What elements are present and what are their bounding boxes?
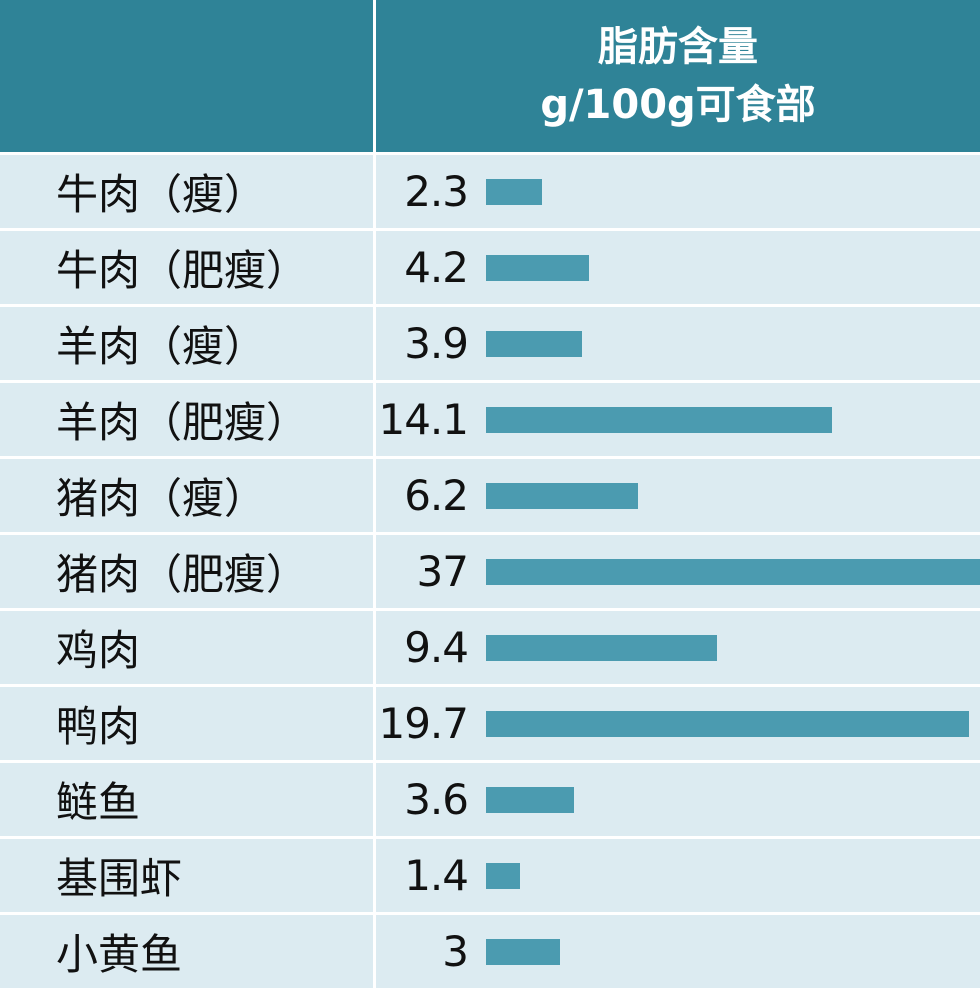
food-name: 猪肉（瘦） [56,474,267,523]
fat-bar [486,938,560,965]
fat-value-label: 37 [416,547,469,596]
fat-value-label: 6.2 [404,471,469,520]
fat-bar [486,178,543,205]
fat-bar [486,786,575,813]
fat-value-label: 3.6 [404,775,469,824]
fat-value-label: 14.1 [378,395,469,444]
row-separator [0,684,980,687]
fat-value-label: 9.4 [404,623,469,672]
row-separator [0,836,980,839]
food-name: 羊肉（肥瘦） [56,398,309,447]
row-separator [0,380,980,383]
row-separator [0,608,980,611]
header-divider [373,0,376,152]
fat-bar [486,406,832,433]
column-title-line2: g/100g可食部 [540,82,816,128]
table-row: 牛肉（肥瘦） 4.2 [0,231,980,304]
header-separator [0,152,980,155]
row-separator [0,304,980,307]
row-separator [0,456,980,459]
food-name: 鸭肉 [56,702,141,751]
fat-value-label: 1.4 [404,851,469,900]
row-separator [0,228,980,231]
table-row: 小黄鱼 3 [0,915,980,988]
column-title-line1: 脂肪含量 [598,24,758,70]
fat-value-label: 4.2 [404,243,469,292]
fat-value-label: 19.7 [378,699,469,748]
food-name: 牛肉（瘦） [56,170,267,219]
row-separator [0,912,980,915]
fat-value-label: 2.3 [404,167,469,216]
table-row: 牛肉（瘦） 2.3 [0,155,980,228]
food-name: 鸡肉 [56,626,141,675]
food-name: 基围虾 [56,854,183,903]
food-name: 小黄鱼 [56,930,183,979]
fat-bar [486,482,638,509]
table-header: 脂肪含量 g/100g可食部 [0,0,980,152]
fat-bar [486,634,717,661]
food-name: 猪肉（肥瘦） [56,550,309,599]
fat-bar [486,862,521,889]
fat-bar [486,558,980,585]
fat-value-label: 3.9 [404,319,469,368]
food-name: 牛肉（肥瘦） [56,246,309,295]
table-row: 鲢鱼 3.6 [0,763,980,836]
table-row: 鸭肉 19.7 [0,687,980,760]
table-row: 羊肉（瘦） 3.9 [0,307,980,380]
fat-value-label: 3 [442,927,469,976]
table-row: 猪肉（肥瘦） 37 [0,535,980,608]
row-separator [0,532,980,535]
food-name: 羊肉（瘦） [56,322,267,371]
column-title: 脂肪含量 g/100g可食部 [376,0,980,152]
fat-bar [486,330,582,357]
row-separator [0,760,980,763]
table-row: 猪肉（瘦） 6.2 [0,459,980,532]
column-divider [373,152,376,992]
table-row: 羊肉（肥瘦） 14.1 [0,383,980,456]
table-row: 鸡肉 9.4 [0,611,980,684]
header-empty-cell [0,0,373,152]
fat-bar [486,254,589,281]
food-name: 鲢鱼 [56,778,141,827]
fat-bar [486,710,969,737]
table-row: 基围虾 1.4 [0,839,980,912]
